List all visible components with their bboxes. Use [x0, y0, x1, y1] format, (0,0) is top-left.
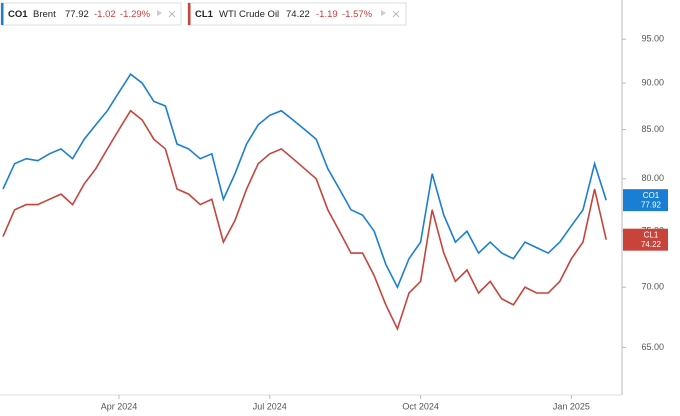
legend-change: -1.19: [316, 9, 338, 20]
legend-name: WTI Crude Oil: [219, 9, 279, 20]
legend-ticker: CL1: [195, 9, 214, 20]
x-tick-label: Jul 2024: [253, 401, 287, 411]
legend-swatch: [1, 3, 4, 25]
y-tick-label: 85.00: [641, 124, 664, 134]
price-tag-value: 74.22: [641, 240, 662, 249]
y-tick-label: 70.00: [641, 282, 664, 292]
series-line: [2, 109, 607, 332]
price-tag-ticker: CO1: [643, 191, 660, 200]
x-tick-label: Oct 2024: [402, 401, 439, 411]
legend-change-pct: -1.29%: [120, 9, 151, 20]
price-tag: [623, 228, 668, 251]
legend-ticker: CO1: [8, 9, 28, 20]
legend-price: 74.22: [286, 9, 310, 20]
legend: CO1 Brent 77.92 -1.02 -1.29% CL1 WTI Cru…: [0, 2, 407, 26]
close-icon[interactable]: [168, 10, 176, 18]
legend-price: 77.92: [65, 9, 89, 20]
alert-icon[interactable]: [157, 10, 162, 16]
price-tag-value: 77.92: [641, 200, 662, 209]
price-tag: [623, 189, 668, 212]
price-tag-ticker: CL1: [644, 230, 659, 239]
y-tick-label: 95.00: [641, 34, 664, 44]
legend-swatch: [188, 3, 191, 25]
legend-box[interactable]: [0, 2, 182, 26]
series-line: [2, 73, 607, 290]
legend-change-pct: -1.57%: [342, 9, 373, 20]
x-tick-label: Jan 2025: [553, 401, 590, 411]
y-tick-label: 65.00: [641, 342, 664, 352]
y-tick-label: 80.00: [641, 173, 664, 183]
close-icon[interactable]: [392, 10, 400, 18]
legend-name: Brent: [33, 9, 56, 20]
legend-change: -1.02: [94, 9, 116, 20]
alert-icon[interactable]: [381, 10, 386, 16]
y-tick-label: 90.00: [641, 77, 664, 87]
x-tick-label: Apr 2024: [101, 401, 138, 411]
